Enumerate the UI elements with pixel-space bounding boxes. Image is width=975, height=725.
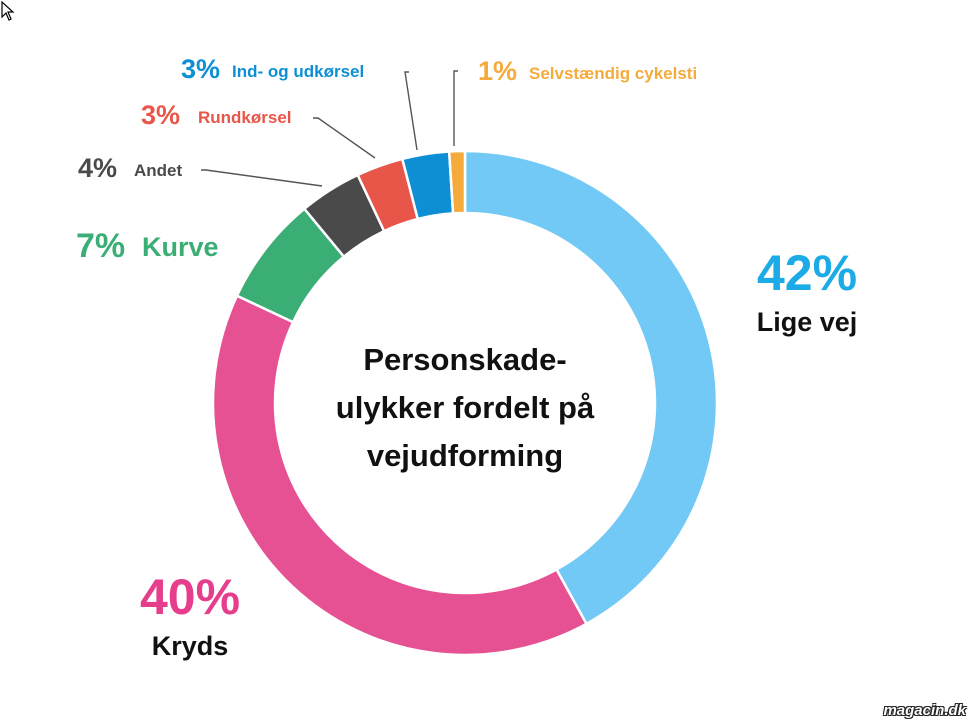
percent-label-lige-vej: 42% — [757, 245, 857, 301]
leader-line-rundkoersel — [313, 117, 376, 159]
category-label-kryds: Kryds — [152, 631, 229, 661]
percent-label-selvstaendig-cykelsti: 1% — [478, 56, 517, 86]
category-label-andet: Andet — [134, 161, 183, 180]
chart-title-line-3: vejudforming — [367, 438, 563, 473]
percent-label-ind-og-udkoersel: 3% — [181, 54, 220, 84]
leader-line-ind-og-udkoersel — [404, 71, 418, 151]
leader-lines — [201, 70, 458, 187]
donut-slice-lige-vej — [463, 149, 719, 626]
watermark-text: magacin.dk — [883, 702, 966, 719]
leader-line-selvstaendig-cykelsti — [453, 70, 458, 146]
percent-label-kryds: 40% — [140, 569, 240, 625]
category-label-rundkoersel: Rundkørsel — [198, 108, 292, 127]
mouse-pointer-icon — [1, 1, 15, 21]
chart-title-line-2: ulykker fordelt på — [336, 390, 595, 425]
donut-slice-selvstaendig-cykelsti — [447, 149, 467, 215]
chart-title-line-1: Personskade- — [363, 342, 566, 377]
leader-line-andet — [201, 169, 323, 187]
percent-label-kurve: 7% — [76, 227, 125, 265]
percent-label-rundkoersel: 3% — [141, 100, 180, 130]
donut-ring — [211, 149, 719, 657]
category-label-selvstaendig-cykelsti: Selvstændig cykelsti — [529, 64, 697, 83]
category-label-kurve: Kurve — [142, 232, 219, 262]
donut-slice-kryds — [211, 294, 589, 657]
category-label-ind-og-udkoersel: Ind- og udkørsel — [232, 62, 364, 81]
percent-label-andet: 4% — [78, 153, 117, 183]
category-label-lige-vej: Lige vej — [757, 307, 858, 337]
